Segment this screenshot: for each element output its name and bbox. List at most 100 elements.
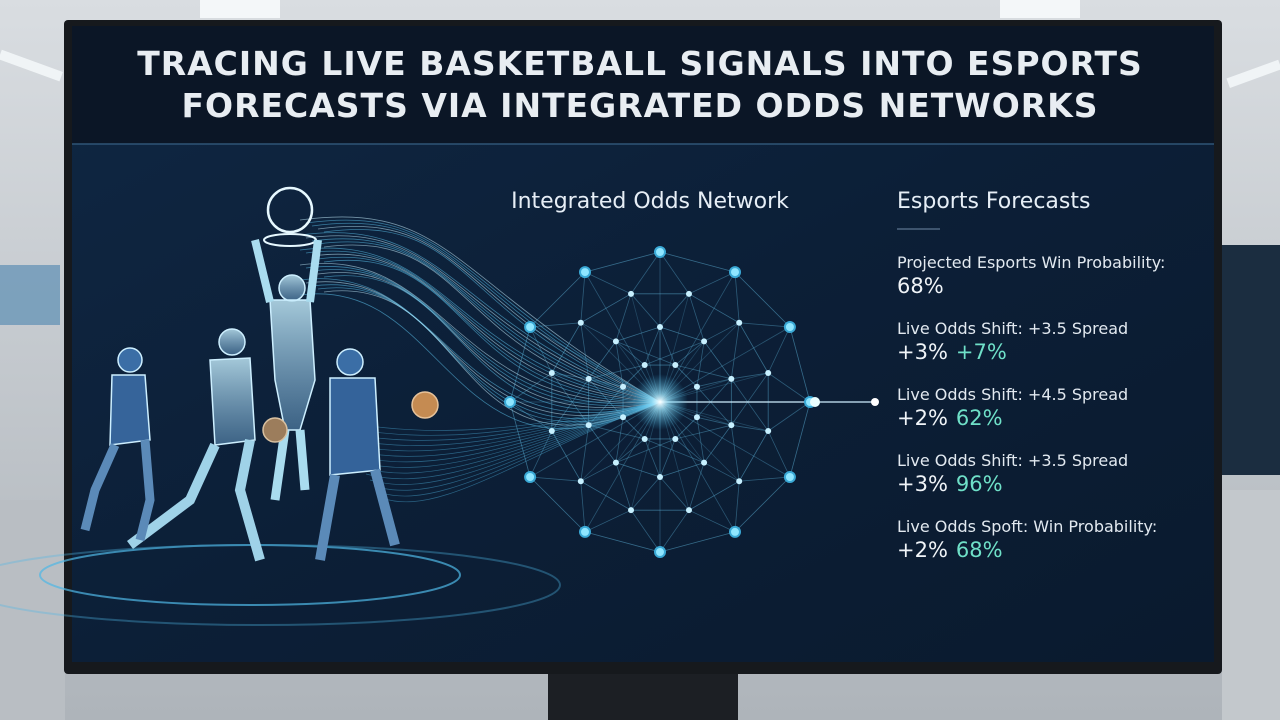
network-edge <box>588 424 645 440</box>
flow-line <box>311 253 661 403</box>
network-edge <box>688 480 740 511</box>
flow-line <box>381 401 661 503</box>
title-band <box>72 26 1214 144</box>
ceiling-light <box>1000 0 1080 18</box>
network-node <box>620 383 627 390</box>
title-line: TRACING LIVE BASKETBALL SIGNALS INTO ESP… <box>137 44 1143 83</box>
network-node <box>701 338 708 345</box>
network-edge <box>675 341 705 366</box>
network-node <box>577 478 584 485</box>
network-edge <box>551 378 589 432</box>
forecast-label: Live Odds Spoft: Win Probability: <box>897 517 1157 536</box>
flow-line <box>323 260 661 403</box>
network-edge <box>767 372 811 403</box>
network-node <box>612 338 619 345</box>
forecast-label: Live Odds Shift: +3.5 Spread <box>897 451 1128 470</box>
network-node <box>729 266 741 279</box>
network-edge <box>731 372 769 426</box>
network-node <box>628 290 635 297</box>
network-edge <box>644 438 661 478</box>
network-node <box>765 427 772 434</box>
network-edge <box>509 326 531 403</box>
network-edge <box>529 271 586 328</box>
network-heading: Integrated Odds Network <box>511 189 789 214</box>
ceiling-light <box>1226 59 1280 88</box>
network-edge <box>659 251 736 273</box>
network-edge <box>659 326 676 366</box>
network-node <box>641 362 648 369</box>
network-node <box>524 471 537 483</box>
network-node <box>524 321 537 333</box>
network-edge <box>703 322 740 342</box>
title-line: FORECASTS VIA INTEGRATED ODDS NETWORKS <box>181 86 1098 125</box>
cabinet <box>1222 490 1280 720</box>
network-edge <box>588 378 624 418</box>
network-edge <box>580 425 590 482</box>
network-edge <box>615 341 624 387</box>
network-edge <box>696 378 732 418</box>
network-edge <box>580 272 586 323</box>
network-edge <box>738 322 769 374</box>
network-edge <box>734 271 791 328</box>
flow-line <box>377 401 661 497</box>
network-edge <box>630 251 661 295</box>
network-edge <box>529 326 553 374</box>
network-edge <box>767 401 811 432</box>
network-edge <box>734 481 740 532</box>
network-edge <box>529 430 553 478</box>
network-node <box>548 427 555 434</box>
flow-line <box>311 238 661 403</box>
flow-line <box>323 244 661 403</box>
network-node <box>783 471 796 483</box>
network-edge <box>615 293 632 342</box>
network-edge <box>696 378 732 388</box>
network-node <box>693 383 700 390</box>
network-edge <box>675 417 698 440</box>
network-edge <box>659 509 690 553</box>
network-edge <box>615 326 661 342</box>
flow-line <box>365 401 661 480</box>
forecast-value: +3% <box>897 472 948 496</box>
flow-line <box>317 272 661 408</box>
flow-line <box>311 222 661 403</box>
network-node <box>685 507 692 514</box>
network-edge <box>703 462 740 482</box>
network-edge <box>730 322 740 379</box>
forecast-value: 62% <box>956 406 1003 430</box>
network-edge <box>615 417 624 463</box>
network-node <box>728 422 735 429</box>
desk <box>0 500 65 720</box>
network-edge <box>509 401 553 432</box>
network-edge <box>615 438 676 464</box>
network-edge <box>630 509 661 553</box>
forecast-label: Live Odds Shift: +4.5 Spread <box>897 385 1128 404</box>
signal-flow <box>299 216 661 503</box>
network-node <box>736 478 743 485</box>
network-edge <box>659 531 736 553</box>
network-edge <box>703 341 732 380</box>
network-edge <box>509 401 531 478</box>
network-edge <box>738 430 769 482</box>
network-edge <box>688 293 705 342</box>
network-edge <box>551 372 589 426</box>
network-node <box>736 319 743 326</box>
flow-line <box>323 290 661 426</box>
network-edge <box>580 293 632 324</box>
network-node <box>783 321 796 333</box>
ceiling-light <box>0 49 63 82</box>
flow-line <box>305 281 661 416</box>
flow-line <box>357 401 661 468</box>
network-edge <box>584 271 632 295</box>
network-edge <box>622 417 645 440</box>
network-edge <box>551 430 582 482</box>
network-node <box>654 546 666 558</box>
network-node <box>693 414 700 421</box>
network-edge <box>530 322 581 328</box>
network-node <box>765 370 772 377</box>
flow-line <box>305 266 661 405</box>
flow-line <box>369 401 661 485</box>
flow-line <box>345 401 661 452</box>
monitor-stand <box>548 672 738 720</box>
server-rack <box>1222 245 1280 475</box>
flow-line <box>341 401 661 446</box>
